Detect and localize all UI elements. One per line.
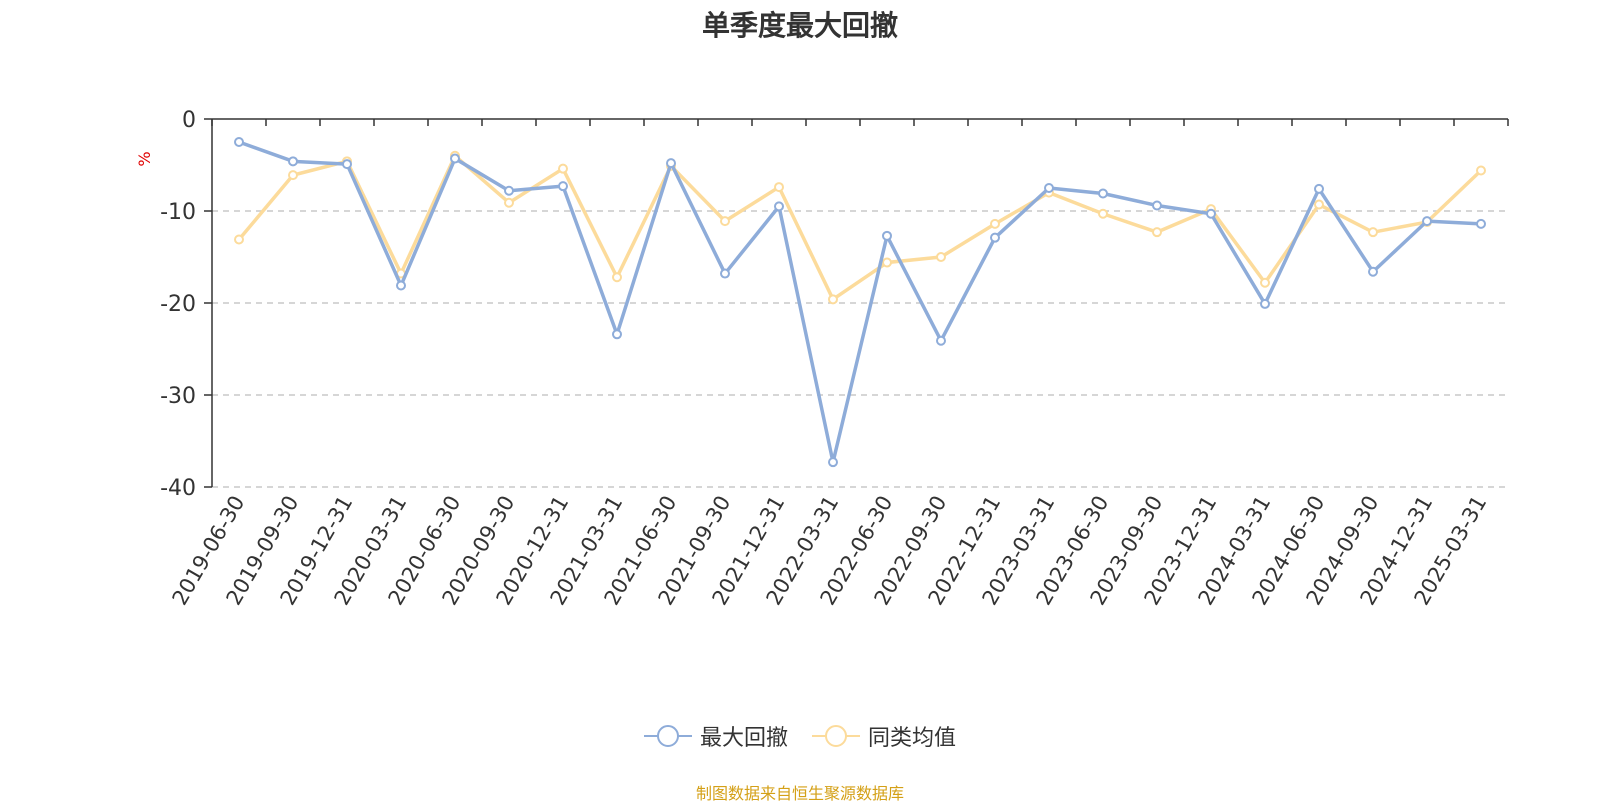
data-point-series-1 (558, 163, 568, 174)
legend-swatch-peer-average (812, 724, 860, 748)
data-point-series-1 (936, 252, 946, 262)
data-point-series-0 (666, 158, 676, 169)
data-point-series-0 (1422, 216, 1432, 227)
data-point-series-0 (990, 232, 1000, 243)
data-point-series-1 (504, 197, 514, 208)
data-point-series-0 (882, 230, 892, 241)
legend-item-max-drawdown[interactable]: 最大回撤 (643, 720, 788, 752)
data-point-series-1 (990, 218, 1000, 229)
data-point-series-1 (1314, 199, 1324, 210)
data-point-series-1 (1476, 165, 1486, 176)
legend-label-max-drawdown: 最大回撤 (699, 726, 788, 751)
data-point-series-1 (720, 216, 730, 227)
data-point-series-0 (1476, 218, 1486, 229)
legend-item-peer-average[interactable]: 同类均值 (812, 720, 956, 752)
data-point-series-1 (1368, 227, 1378, 238)
data-point-series-1 (612, 272, 622, 283)
legend-swatch-max-drawdown (643, 724, 692, 748)
data-point-series-1 (882, 257, 892, 268)
y-axis-unit-label: % (135, 151, 154, 166)
data-point-series-0 (720, 268, 730, 279)
data-point-series-0 (288, 156, 298, 167)
data-point-series-0 (558, 181, 568, 192)
data-point-series-0 (1314, 183, 1324, 194)
data-point-series-0 (774, 201, 784, 212)
data-point-series-0 (1044, 183, 1054, 193)
data-point-series-1 (828, 294, 838, 305)
data-point-series-0 (1368, 266, 1378, 277)
y-tick-label: -20 (160, 292, 196, 317)
chart-title: 单季度最大回撤 (701, 9, 898, 42)
y-tick-label: -30 (160, 384, 196, 409)
data-point-series-0 (504, 185, 514, 196)
data-point-series-1 (774, 182, 784, 193)
data-point-series-0 (1260, 298, 1270, 309)
y-tick-label: -40 (160, 476, 196, 501)
data-point-series-0 (612, 329, 622, 340)
data-point-series-1 (288, 170, 298, 181)
data-point-series-0 (936, 335, 946, 346)
data-point-series-1 (1152, 227, 1162, 238)
data-point-series-0 (450, 153, 460, 164)
data-point-series-0 (1152, 200, 1162, 211)
data-point-series-1 (1260, 277, 1270, 288)
data-point-series-0 (1098, 188, 1108, 199)
data-point-series-0 (396, 280, 406, 291)
series-line-0 (238, 140, 1482, 464)
legend: 最大回撤 同类均值 (0, 720, 1600, 752)
y-tick-label: 0 (182, 108, 196, 133)
data-point-series-0 (1206, 208, 1216, 219)
data-point-series-1 (1098, 208, 1108, 219)
legend-label-peer-average: 同类均值 (868, 726, 957, 751)
data-point-series-0 (342, 159, 352, 170)
data-source-note: 制图数据来自恒生聚源数据库 (695, 784, 904, 803)
y-tick-label: -10 (160, 200, 196, 225)
data-point-series-1 (234, 234, 244, 245)
data-point-series-0 (234, 137, 244, 147)
data-point-series-0 (828, 457, 838, 468)
